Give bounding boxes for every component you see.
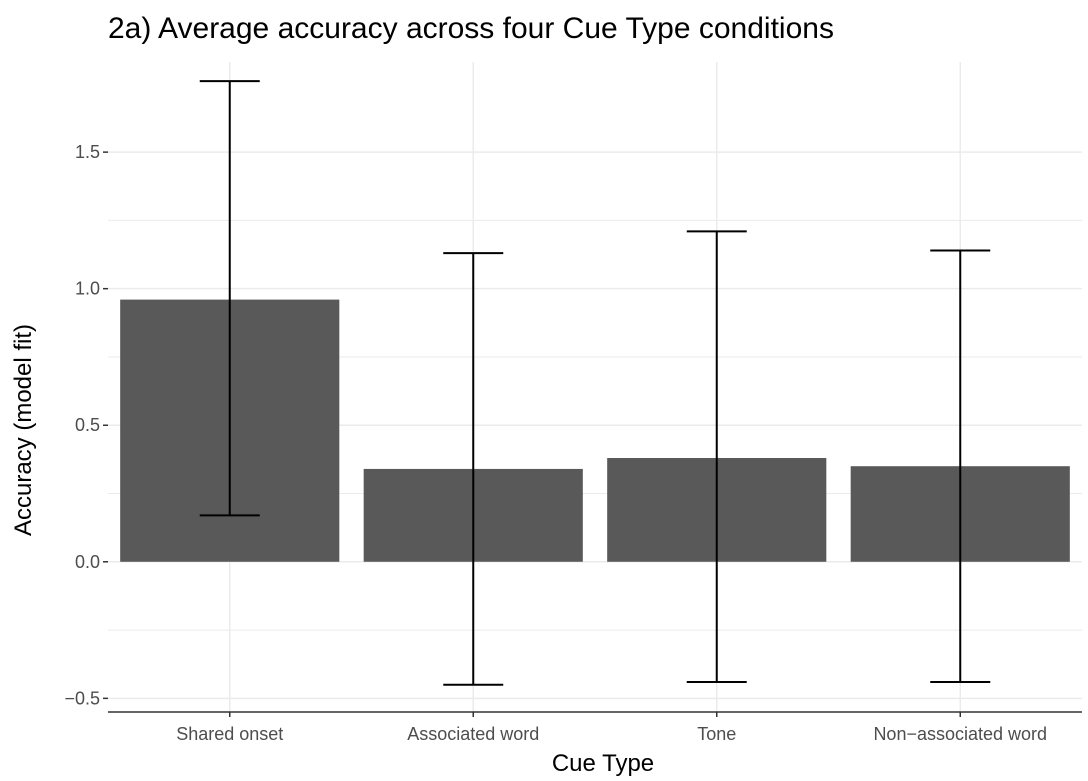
chart-title: 2a) Average accuracy across four Cue Typ… [108, 12, 834, 45]
y-tick-label: 0.5 [75, 415, 100, 435]
axes: −0.5 0.0 0.5 1.0 1.5 Shared onset Associated w… [64, 142, 1082, 744]
x-tick-label: Non−associated word [873, 724, 1047, 744]
x-axis-label: Cue Type [551, 750, 655, 777]
x-tick-label: Tone [697, 724, 736, 744]
bars [120, 299, 1070, 562]
error-bars [199, 80, 991, 686]
y-tick-label: 1.5 [75, 142, 100, 162]
y-tick-label: 1.0 [75, 279, 100, 299]
y-tick-label: −0.5 [64, 688, 100, 708]
y-tick-label: 0.0 [75, 552, 100, 572]
x-tick-label: Associated word [407, 724, 539, 744]
x-tick-label: Shared onset [176, 724, 283, 744]
